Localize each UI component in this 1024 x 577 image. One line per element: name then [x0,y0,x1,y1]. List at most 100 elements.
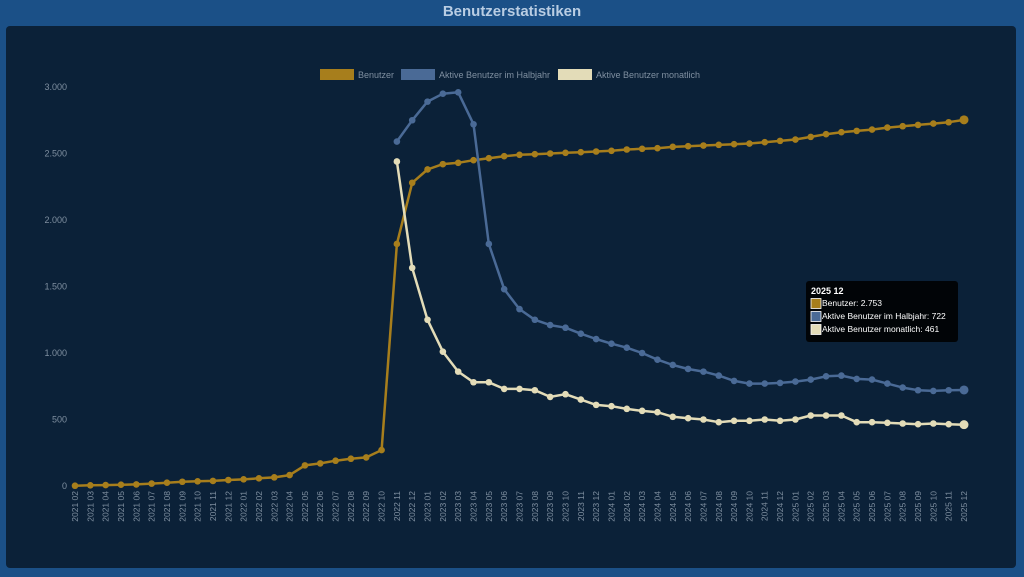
data-point-benutzer[interactable] [224,476,232,484]
data-point-benutzer[interactable] [853,127,861,135]
data-point-benutzer[interactable] [71,482,79,490]
data-point-benutzer[interactable] [546,150,554,157]
data-point-benutzer[interactable] [454,159,462,167]
data-point-benutzer[interactable] [899,122,906,130]
data-point-aktive-benutzer-monatlich[interactable] [776,417,784,425]
data-point-aktive-benutzer-monatlich[interactable] [408,264,416,272]
data-point-benutzer[interactable] [209,477,217,485]
legend-label[interactable]: Benutzer [358,70,394,80]
data-point-aktive-benutzer-monatlich[interactable] [746,417,753,425]
data-point-benutzer[interactable] [761,138,769,146]
data-point-aktive-benutzer-im-halbjahr[interactable] [838,372,845,379]
data-point-aktive-benutzer-monatlich[interactable] [485,378,493,386]
data-point-benutzer[interactable] [408,179,416,187]
data-point-benutzer[interactable] [439,160,447,168]
data-point-benutzer[interactable] [684,142,692,150]
data-point-benutzer[interactable] [470,156,477,164]
data-point-aktive-benutzer-monatlich[interactable] [945,420,952,428]
data-point-aktive-benutzer-monatlich[interactable] [439,348,447,355]
data-point-aktive-benutzer-im-halbjahr[interactable] [470,120,477,128]
data-point-benutzer[interactable] [868,126,876,133]
data-point-aktive-benutzer-monatlich[interactable] [562,390,569,398]
data-point-benutzer[interactable] [148,480,155,487]
data-point-benutzer[interactable] [807,133,815,141]
data-point-benutzer[interactable] [608,147,615,155]
data-point-aktive-benutzer-im-halbjahr[interactable] [700,368,707,375]
data-point-aktive-benutzer-im-halbjahr[interactable] [761,380,769,387]
data-point-aktive-benutzer-monatlich[interactable] [914,420,922,428]
data-point-aktive-benutzer-im-halbjahr[interactable] [424,98,431,105]
data-point-aktive-benutzer-monatlich[interactable] [884,419,891,427]
data-point-benutzer[interactable] [424,166,431,173]
data-point-aktive-benutzer-im-halbjahr[interactable] [485,240,493,248]
data-point-benutzer[interactable] [562,149,569,157]
data-point-benutzer[interactable] [255,474,263,482]
data-point-benutzer[interactable] [301,462,309,469]
legend-label[interactable]: Aktive Benutzer im Halbjahr [439,70,550,80]
data-point-aktive-benutzer-im-halbjahr[interactable] [884,380,891,387]
data-point-benutzer[interactable] [577,148,585,156]
data-point-aktive-benutzer-monatlich[interactable] [577,396,585,403]
data-point-aktive-benutzer-monatlich[interactable] [868,418,876,426]
data-point-benutzer[interactable] [286,471,293,479]
data-point-benutzer[interactable] [792,136,799,143]
data-point-benutzer[interactable] [592,148,600,155]
data-point-benutzer[interactable] [362,454,370,461]
data-point-aktive-benutzer-monatlich[interactable] [516,385,523,393]
data-point-benutzer[interactable] [776,137,784,145]
data-point-benutzer[interactable] [746,140,753,147]
data-point-aktive-benutzer-im-halbjahr[interactable] [899,384,906,391]
data-point-aktive-benutzer-im-halbjahr[interactable] [608,340,615,347]
data-point-benutzer[interactable] [654,144,661,152]
data-point-aktive-benutzer-im-halbjahr[interactable] [746,380,753,387]
data-point-aktive-benutzer-im-halbjahr[interactable] [914,386,922,394]
data-point-aktive-benutzer-im-halbjahr[interactable] [669,361,677,369]
data-point-benutzer[interactable] [393,240,401,248]
data-point-benutzer[interactable] [884,124,891,131]
data-point-benutzer[interactable] [87,482,94,489]
data-point-aktive-benutzer-im-halbjahr[interactable] [562,324,569,332]
data-point-benutzer[interactable] [347,455,355,463]
data-point-aktive-benutzer-im-halbjahr[interactable] [546,321,554,329]
data-point-benutzer[interactable] [838,128,845,136]
data-point-aktive-benutzer-monatlich[interactable] [792,416,799,423]
data-point-benutzer[interactable] [959,115,969,125]
data-point-benutzer[interactable] [500,152,508,160]
data-point-aktive-benutzer-monatlich[interactable] [531,386,539,394]
data-point-benutzer[interactable] [945,118,952,126]
data-point-benutzer[interactable] [332,457,339,465]
data-point-benutzer[interactable] [133,481,140,488]
data-point-aktive-benutzer-monatlich[interactable] [822,412,830,419]
data-point-aktive-benutzer-monatlich[interactable] [638,407,646,415]
data-point-aktive-benutzer-im-halbjahr[interactable] [930,387,937,395]
data-point-aktive-benutzer-monatlich[interactable] [715,418,723,426]
data-point-aktive-benutzer-im-halbjahr[interactable] [531,316,539,324]
data-point-aktive-benutzer-im-halbjahr[interactable] [408,116,416,124]
data-point-benutzer[interactable] [194,478,201,485]
data-point-benutzer[interactable] [822,130,830,138]
data-point-aktive-benutzer-im-halbjahr[interactable] [822,372,830,380]
legend-swatch[interactable] [558,69,592,80]
data-point-aktive-benutzer-monatlich[interactable] [623,405,631,413]
data-point-aktive-benutzer-monatlich[interactable] [899,420,906,427]
data-point-aktive-benutzer-im-halbjahr[interactable] [439,90,447,97]
data-point-aktive-benutzer-monatlich[interactable] [608,402,615,410]
legend-swatch[interactable] [401,69,435,80]
data-point-benutzer[interactable] [531,150,539,158]
data-point-aktive-benutzer-monatlich[interactable] [454,368,462,375]
data-point-benutzer[interactable] [715,141,723,149]
data-point-aktive-benutzer-monatlich[interactable] [393,158,401,165]
data-point-benutzer[interactable] [485,154,493,162]
data-point-benutzer[interactable] [316,460,324,467]
data-point-aktive-benutzer-monatlich[interactable] [546,393,554,401]
data-point-benutzer[interactable] [378,446,385,454]
data-point-aktive-benutzer-monatlich[interactable] [838,412,845,419]
data-point-aktive-benutzer-im-halbjahr[interactable] [623,344,631,351]
data-point-aktive-benutzer-im-halbjahr[interactable] [776,379,784,387]
data-point-aktive-benutzer-im-halbjahr[interactable] [638,349,646,357]
data-point-aktive-benutzer-monatlich[interactable] [730,417,738,425]
data-point-aktive-benutzer-monatlich[interactable] [592,401,600,409]
data-point-aktive-benutzer-monatlich[interactable] [807,412,815,419]
data-point-aktive-benutzer-im-halbjahr[interactable] [853,375,861,383]
data-point-aktive-benutzer-im-halbjahr[interactable] [792,378,799,385]
